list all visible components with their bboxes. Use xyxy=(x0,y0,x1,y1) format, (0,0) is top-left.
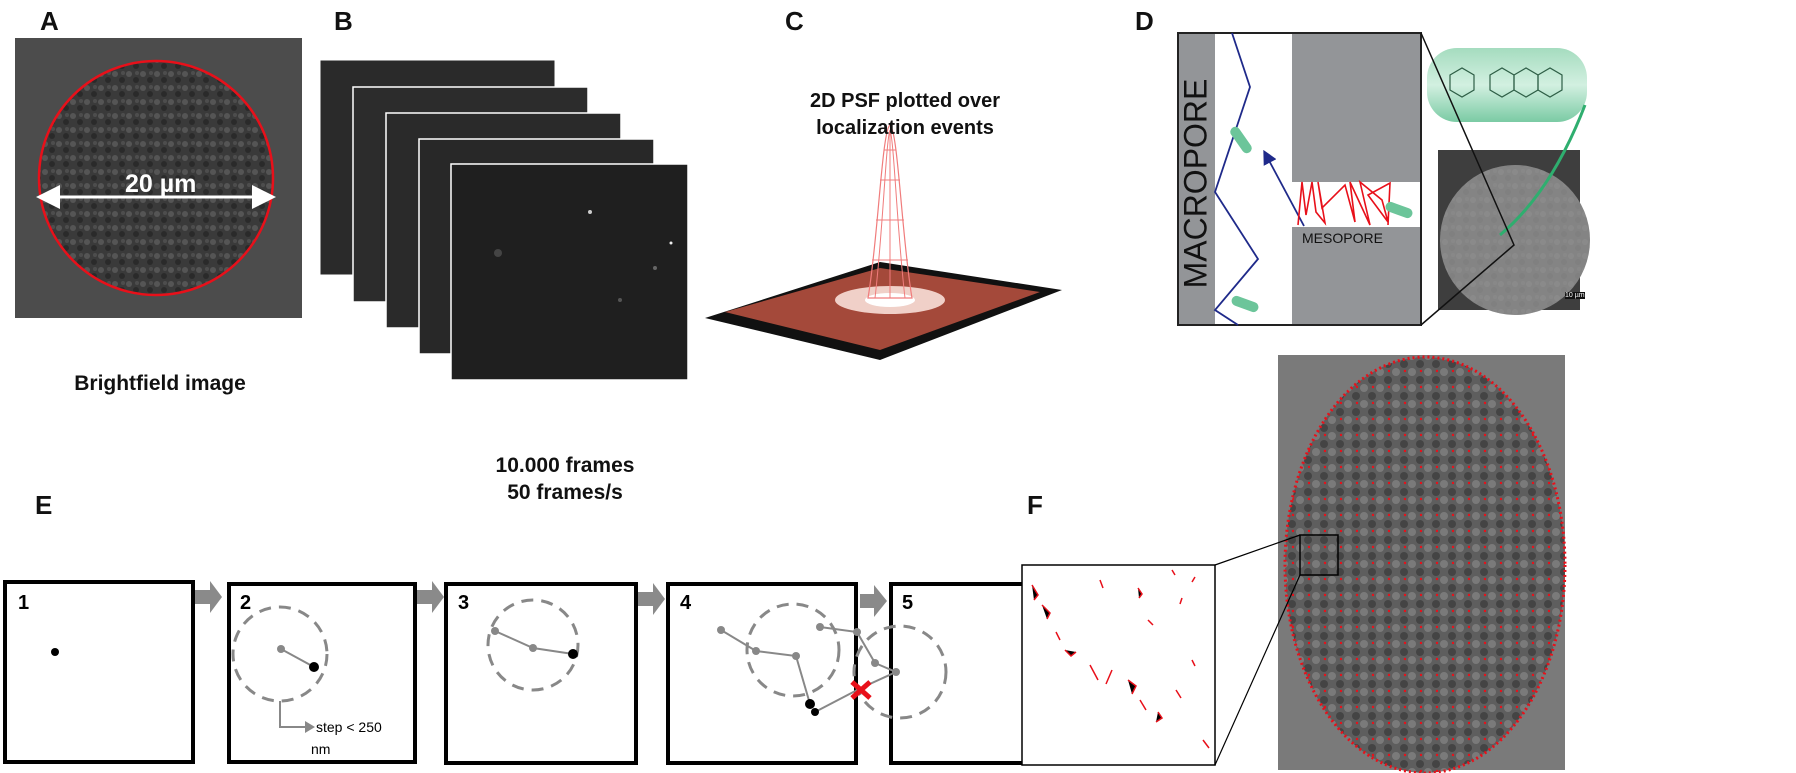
diffusion-path-meso xyxy=(1297,179,1391,226)
panel-a-caption: Brightfield image xyxy=(74,372,246,395)
frame-count: 10.000 frames xyxy=(495,454,635,477)
panel-a-label: A xyxy=(40,6,59,36)
cell-outline-circle xyxy=(37,59,275,297)
panel-c-label: C xyxy=(785,6,804,36)
pore-diagram xyxy=(1177,32,1590,326)
brightfield-image xyxy=(15,38,302,318)
step-1-number: 1 xyxy=(18,592,30,614)
panel-b-label: B xyxy=(334,6,353,36)
trajectory-overlay xyxy=(1021,355,1567,773)
sem-scale-bar: 10 µm xyxy=(1565,292,1585,299)
frame-rate: 50 frames/s xyxy=(507,481,623,504)
panel-e-label: E xyxy=(35,490,53,520)
panel-c-title: 2D PSF plotted over localization events xyxy=(770,88,1040,142)
step-2-number: 2 xyxy=(240,592,252,614)
step-5-number: 5 xyxy=(902,592,914,614)
panel-f-label: F xyxy=(1027,490,1043,520)
diffusion-path-macro xyxy=(1213,32,1260,326)
tracking-steps xyxy=(3,580,1081,765)
panel-b-caption: 10.000 frames 50 frames/s xyxy=(455,452,675,506)
step-3-number: 3 xyxy=(458,592,470,614)
trajectory-zoom-box xyxy=(1021,564,1216,766)
molecule-cylinder xyxy=(1427,48,1587,122)
scale-text: 20 µm xyxy=(125,170,197,198)
title-line-2: localization events xyxy=(816,117,994,139)
macropore-label: MACROPORE xyxy=(1177,78,1214,289)
step-threshold-note: step < 250 xyxy=(316,719,382,735)
frame-stack xyxy=(319,59,689,381)
macropore-wall xyxy=(1179,34,1215,324)
title-line-1: 2D PSF plotted over xyxy=(809,90,1001,112)
rejected-step-x-icon xyxy=(850,680,872,700)
step-threshold-unit: nm xyxy=(311,741,331,757)
step-4-number: 4 xyxy=(680,592,692,614)
panel-d-label: D xyxy=(1135,6,1154,36)
mesopore-label: MESOPORE xyxy=(1302,230,1383,246)
psf-surface-plot xyxy=(705,124,1062,360)
